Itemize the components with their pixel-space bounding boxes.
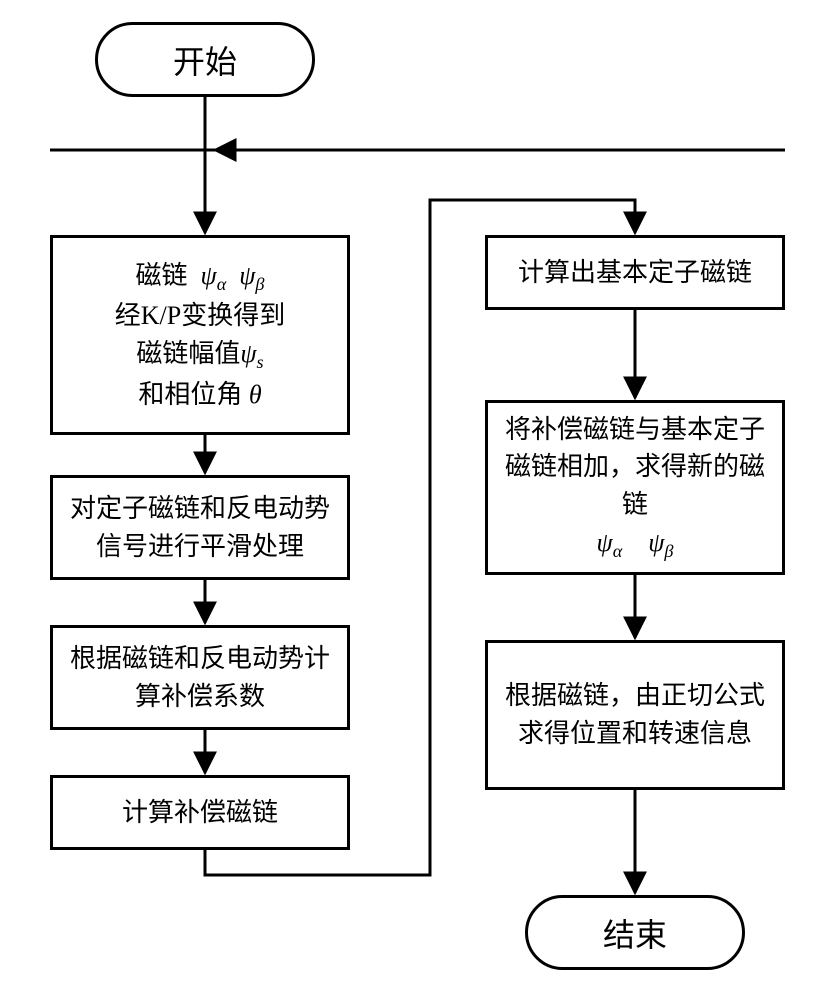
process-basic-stator-flux: 计算出基本定子磁链: [485, 235, 785, 310]
process-compensation-flux: 计算补偿磁链: [50, 775, 350, 850]
psi-s: ψ: [240, 339, 256, 368]
psi-beta-2: ψ: [648, 528, 664, 557]
p1-l4a: 和相位角: [138, 380, 249, 409]
p3-text: 根据磁链和反电动势计算补偿系数: [65, 640, 335, 715]
process-add-flux: 将补偿磁链与基本定子磁链相加，求得新的磁链 ψα ψβ: [485, 400, 785, 575]
sub-beta-2: β: [664, 541, 673, 561]
theta: θ: [249, 380, 262, 409]
process-position-speed: 根据磁链，由正切公式求得位置和转速信息: [485, 640, 785, 790]
psi-beta-1: ψ: [239, 261, 255, 290]
sub-alpha-1: α: [217, 274, 227, 294]
process-smooth: 对定子磁链和反电动势信号进行平滑处理: [50, 475, 350, 580]
p2-text: 对定子磁链和反电动势信号进行平滑处理: [65, 490, 335, 565]
p1-l1: 磁链: [136, 261, 195, 290]
p4-text: 计算补偿磁链: [122, 794, 278, 832]
process-kp-transform: 磁链 ψα ψβ 经K/P变换得到 磁链幅值ψs 和相位角 θ: [50, 235, 350, 435]
sub-s: s: [257, 352, 264, 372]
psi-alpha-2: ψ: [597, 528, 613, 557]
end-label: 结束: [603, 910, 667, 956]
p1-l3a: 磁链幅值: [136, 339, 240, 368]
p7-text: 根据磁链，由正切公式求得位置和转速信息: [500, 677, 770, 752]
sub-alpha-2: α: [613, 541, 623, 561]
p1-l2: 经K/P变换得到: [115, 301, 285, 330]
start-terminal: 开始: [95, 22, 315, 97]
p6-text: 将补偿磁链与基本定子磁链相加，求得新的磁链: [505, 415, 765, 519]
p5-text: 计算出基本定子磁链: [518, 254, 752, 292]
sub-beta-1: β: [255, 274, 264, 294]
start-label: 开始: [173, 37, 237, 83]
psi-alpha-1: ψ: [201, 261, 217, 290]
end-terminal: 结束: [525, 895, 745, 970]
process-compensation-coef: 根据磁链和反电动势计算补偿系数: [50, 625, 350, 730]
